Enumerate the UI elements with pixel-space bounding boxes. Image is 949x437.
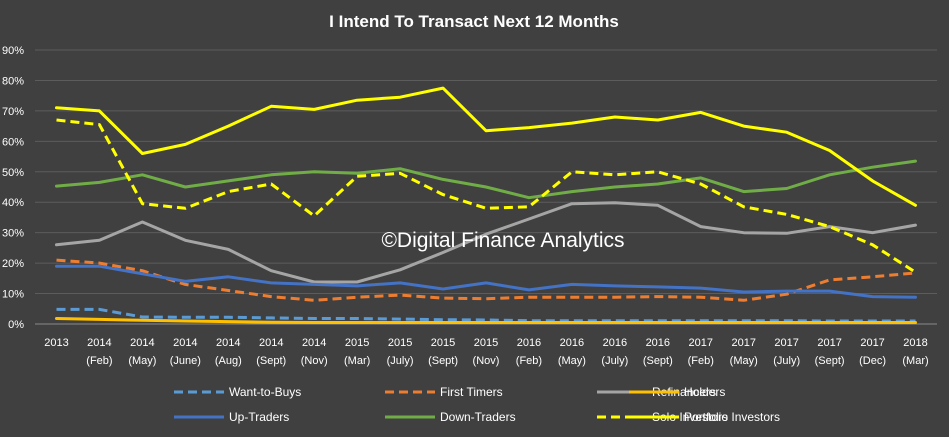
series-line (55, 159, 917, 200)
x-tick-label: (Sept) (256, 355, 286, 367)
x-tick-label: 2017 (817, 337, 841, 349)
x-tick-label: (July) (387, 355, 414, 367)
y-tick-label: 90% (2, 45, 24, 57)
x-tick-label: (Feb) (86, 355, 112, 367)
x-tick-label: 2014 (259, 337, 283, 349)
y-tick-label: 20% (2, 258, 24, 270)
legend-label: Down-Traders (440, 410, 516, 424)
gridlines (35, 49, 937, 325)
x-tick-label: 2018 (903, 337, 927, 349)
x-tick-label: (Aug) (215, 355, 242, 367)
y-tick-label: 60% (2, 136, 24, 148)
y-tick-label: 70% (2, 106, 24, 118)
x-tick-label: 2016 (646, 337, 670, 349)
x-tick-label: 2015 (345, 337, 369, 349)
x-tick-label: (Feb) (688, 355, 714, 367)
series-line (55, 264, 917, 299)
legend-label: First Timers (440, 385, 503, 399)
legend-label: Want-to-Buys (229, 385, 301, 399)
y-tick-label: 50% (2, 167, 24, 179)
legend-label: Refinancers (652, 385, 716, 399)
x-tick-label: 2013 (44, 337, 68, 349)
series-lines (55, 86, 917, 324)
legend-label: Solo Investors (652, 410, 728, 424)
x-tick-label: 2015 (474, 337, 498, 349)
x-tick-label: (July) (773, 355, 800, 367)
x-tick-label: (Dec) (859, 355, 886, 367)
x-tick-label: 2017 (689, 337, 713, 349)
y-tick-label: 0% (8, 319, 24, 331)
x-tick-label: 2014 (216, 337, 240, 349)
x-tick-label: (June) (170, 355, 201, 367)
x-tick-label: 2017 (731, 337, 755, 349)
x-tick-label: 2016 (517, 337, 541, 349)
y-tick-label: 80% (2, 75, 24, 87)
x-tick-label: (Sept) (643, 355, 673, 367)
x-tick-label: (May) (730, 355, 758, 367)
legend-label: Holders (684, 385, 725, 399)
x-tick-label: (Feb) (516, 355, 542, 367)
chart-title: I Intend To Transact Next 12 Months (329, 12, 619, 31)
x-tick-label: 2016 (603, 337, 627, 349)
x-tick-label: 2014 (302, 337, 326, 349)
x-tick-label: (May) (558, 355, 586, 367)
watermark: ©Digital Finance Analytics (381, 229, 624, 252)
y-tick-label: 40% (2, 197, 24, 209)
x-tick-label: (Sept) (815, 355, 845, 367)
x-tick-label: (Nov) (473, 355, 500, 367)
x-tick-label: 2014 (130, 337, 154, 349)
x-tick-label: (Mar) (902, 355, 928, 367)
x-tick-label: (Mar) (344, 355, 370, 367)
series-line (56, 307, 916, 323)
x-tick-label: 2017 (774, 337, 798, 349)
y-tick-label: 10% (2, 289, 24, 301)
x-tick-label: 2017 (860, 337, 884, 349)
y-axis-tick-labels: 0% 10% 20% 30% 40% 50% 60% 70% 80% 90% (2, 45, 24, 331)
x-tick-label: (Nov) (301, 355, 328, 367)
series-line (55, 86, 917, 207)
y-tick-label: 30% (2, 228, 24, 240)
x-tick-label: 2014 (173, 337, 197, 349)
x-tick-label: (May) (128, 355, 156, 367)
series-line (55, 317, 917, 324)
x-tick-label: (July) (601, 355, 628, 367)
legend-label: Portfolio Investors (684, 410, 780, 424)
series-line (56, 258, 916, 302)
x-tick-label: 2015 (431, 337, 455, 349)
x-tick-label: 2014 (87, 337, 111, 349)
x-tick-label: 2016 (560, 337, 584, 349)
legend-label: Up-Traders (229, 410, 289, 424)
x-axis-tick-labels: 2013 2014 (Feb) 2014 (May) 2014 (June) 2014 (Aug… (44, 337, 928, 367)
x-tick-label: (Sept) (428, 355, 458, 367)
legend: Want-to-Buys First Timers RefinancersHolde… (174, 385, 780, 424)
series-line (56, 118, 917, 274)
x-tick-label: 2015 (388, 337, 412, 349)
series-line (55, 201, 917, 284)
